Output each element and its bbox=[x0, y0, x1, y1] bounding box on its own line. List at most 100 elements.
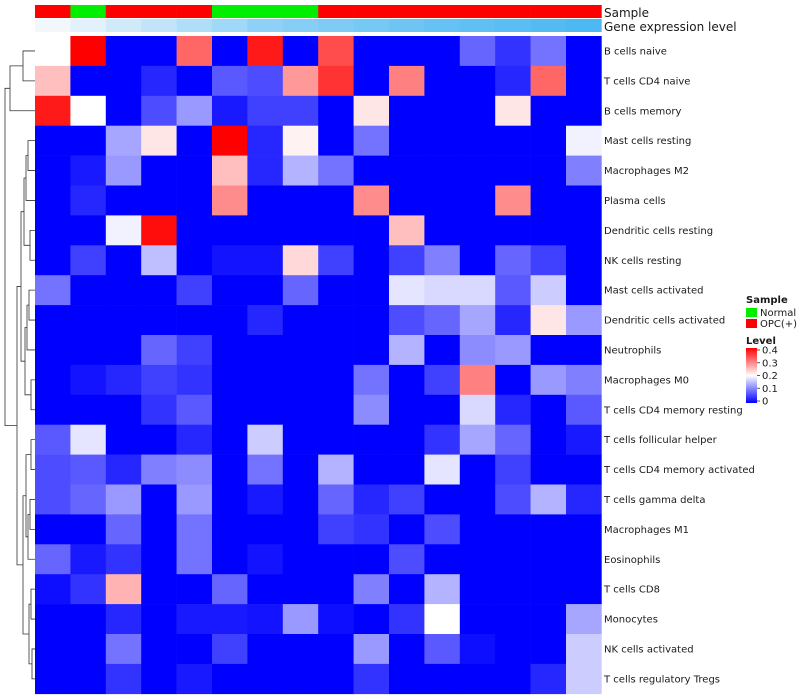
heatmap-cell bbox=[495, 305, 531, 336]
heatmap-cell bbox=[459, 364, 496, 396]
heatmap-cell bbox=[282, 514, 319, 545]
heatmap-cell bbox=[459, 65, 496, 97]
heatmap-cell bbox=[282, 275, 319, 306]
heatmap-cell bbox=[495, 245, 531, 276]
heatmap-cell bbox=[141, 634, 177, 665]
expression-annotation-cell bbox=[459, 19, 496, 32]
heatmap-cell bbox=[35, 663, 71, 695]
heatmap-cell bbox=[105, 275, 142, 306]
heatmap-cell bbox=[495, 36, 531, 67]
heatmap-cell bbox=[389, 514, 425, 545]
heatmap-cell bbox=[353, 36, 390, 67]
heatmap-cell bbox=[530, 454, 567, 485]
heatmap-cell bbox=[282, 155, 319, 186]
legend-level-gradient bbox=[746, 348, 757, 403]
heatmap-cell bbox=[424, 215, 461, 246]
heatmap-cell bbox=[566, 245, 602, 276]
expression-annotation-cell bbox=[389, 19, 425, 32]
heatmap-cell bbox=[530, 335, 567, 366]
row-labels: B cells naive T cells CD4 naive B cells me… bbox=[603, 46, 755, 685]
heatmap-cell bbox=[35, 394, 71, 425]
heatmap-cell bbox=[318, 634, 354, 665]
row-label: T cells gamma delta bbox=[603, 495, 705, 506]
heatmap-cell bbox=[282, 394, 319, 425]
heatmap-cell bbox=[389, 663, 425, 695]
row-label: Macrophages M2 bbox=[604, 166, 689, 177]
heatmap-cell bbox=[424, 125, 461, 156]
heatmap-cell bbox=[495, 275, 531, 306]
heatmap-cell bbox=[566, 185, 602, 216]
heatmap-cell bbox=[353, 424, 390, 455]
heatmap-cell bbox=[247, 663, 284, 695]
heatmap-cell bbox=[70, 305, 107, 336]
heatmap-cell bbox=[389, 335, 425, 366]
heatmap-cell bbox=[176, 305, 213, 336]
heatmap-cell bbox=[70, 454, 107, 485]
heatmap-cell bbox=[141, 544, 177, 575]
row-label: Macrophages M1 bbox=[604, 525, 689, 536]
heatmap-cell bbox=[176, 544, 213, 575]
heatmap-cell bbox=[566, 65, 602, 97]
heatmap-cell bbox=[424, 484, 461, 515]
heatmap-cell bbox=[282, 215, 319, 246]
heatmap-cell bbox=[530, 125, 567, 156]
heatmap-cell bbox=[35, 514, 71, 545]
heatmap-cell bbox=[247, 574, 284, 605]
heatmap-cell bbox=[247, 245, 284, 276]
heatmap-cell bbox=[247, 394, 284, 425]
heatmap-cell bbox=[141, 424, 177, 455]
heatmap-cell bbox=[495, 514, 531, 545]
heatmap-cell bbox=[70, 514, 107, 545]
heatmap-cell bbox=[70, 155, 107, 186]
heatmap-cell bbox=[389, 245, 425, 276]
heatmap-cell bbox=[318, 245, 354, 276]
sample-annotation-cell bbox=[105, 5, 142, 18]
heatmap-cell bbox=[566, 275, 602, 306]
heatmap-cell bbox=[70, 185, 107, 216]
heatmap-cell bbox=[212, 394, 248, 425]
heatmap-cell bbox=[530, 275, 567, 306]
heatmap-cell bbox=[566, 215, 602, 246]
sample-annotation-cell bbox=[247, 5, 284, 18]
row-label: B cells memory bbox=[604, 106, 681, 117]
heatmap-cell bbox=[318, 604, 354, 635]
heatmap-cell bbox=[318, 484, 354, 515]
heatmap-cell bbox=[318, 215, 354, 246]
heatmap-cell bbox=[459, 484, 496, 515]
heatmap-cell bbox=[70, 335, 107, 366]
heatmap-cell bbox=[389, 454, 425, 485]
sample-annotation-cell bbox=[141, 5, 177, 18]
heatmap-cell bbox=[495, 574, 531, 605]
heatmap-cell bbox=[141, 335, 177, 366]
heatmap-cell bbox=[353, 155, 390, 186]
row-label: T cells regulatory Tregs bbox=[603, 674, 720, 685]
heatmap-cell bbox=[424, 36, 461, 67]
legend-sample-title: Sample bbox=[746, 295, 788, 306]
heatmap-cell bbox=[566, 125, 602, 156]
heatmap-cell bbox=[459, 335, 496, 366]
heatmap-cell bbox=[141, 245, 177, 276]
heatmap-cell bbox=[141, 514, 177, 545]
heatmap-cell bbox=[566, 36, 602, 67]
sample-annotation-cell bbox=[459, 5, 496, 18]
heatmap-cell bbox=[353, 544, 390, 575]
expression-annotation-cell bbox=[35, 19, 71, 32]
heatmap-cell bbox=[566, 544, 602, 575]
heatmap-cell bbox=[35, 305, 71, 336]
heatmap-cell bbox=[389, 364, 425, 396]
heatmap-cell bbox=[282, 484, 319, 515]
heatmap-cell bbox=[318, 185, 354, 216]
heatmap-cell bbox=[105, 95, 142, 126]
expression-annotation-cell bbox=[176, 19, 213, 32]
heatmap-cell bbox=[282, 335, 319, 366]
heatmap-cell bbox=[35, 275, 71, 306]
heatmap-cell bbox=[389, 394, 425, 425]
heatmap-cell bbox=[70, 36, 107, 67]
heatmap-cell bbox=[459, 634, 496, 665]
heatmap-cell bbox=[389, 95, 425, 126]
heatmap-cell bbox=[495, 394, 531, 425]
heatmap-cell bbox=[530, 215, 567, 246]
heatmap-cell bbox=[389, 424, 425, 455]
sample-annotation-cell bbox=[424, 5, 461, 18]
heatmap-cell bbox=[105, 514, 142, 545]
